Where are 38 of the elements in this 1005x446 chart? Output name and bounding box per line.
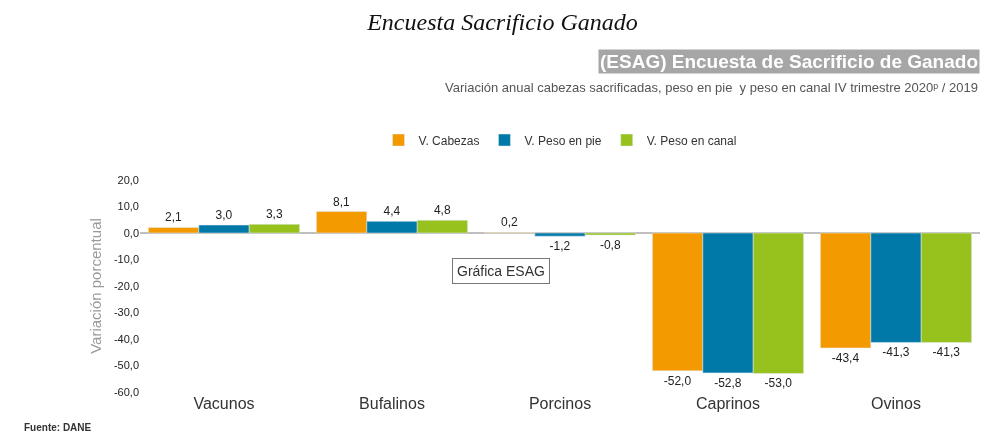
y-axis-title: Variación porcentual: [87, 218, 105, 354]
y-tick-label: 0,0: [123, 226, 139, 239]
y-tick-label: 20,0: [117, 173, 139, 186]
legend-label: V. Peso en pie: [524, 133, 602, 148]
data-label: -1,2: [549, 239, 571, 254]
data-label: -41,3: [932, 345, 961, 360]
data-label: -43,4: [831, 351, 860, 366]
y-tick-label: -10,0: [113, 253, 139, 266]
y-tick-label: -50,0: [113, 359, 139, 372]
data-label: 8,1: [333, 194, 351, 209]
text: Variación anual cabezas sacrificadas, peso en pie y peso en canal IV trimestre 2020ᵖ / 2019: [445, 80, 978, 95]
y-tick-label: -40,0: [113, 332, 139, 345]
data-label: 4,8: [433, 203, 451, 218]
data-label: -41,3: [882, 345, 910, 360]
data-label: 3,0: [215, 208, 233, 223]
legend-label: V. Cabezas: [418, 133, 480, 148]
data-label: -52,0: [663, 373, 692, 388]
chart-title: Encuesta Sacrificio Ganado: [366, 9, 638, 36]
data-label: 2,1: [165, 210, 183, 225]
x-tick-label: Bufalinos: [359, 395, 425, 412]
data-label: -52,8: [714, 375, 742, 390]
x-tick-label: Vacunos: [193, 395, 255, 412]
chart-subtitle: (ESAG) Encuesta de Sacrificio de Ganado: [600, 51, 978, 72]
annotation: Gráfica ESAG: [457, 263, 545, 279]
source-note: Fuente: DANE: [24, 422, 92, 433]
y-tick-label: -20,0: [113, 279, 139, 292]
x-tick-label: Ovinos: [871, 395, 921, 412]
x-tick-label: Caprinos: [695, 395, 761, 412]
legend-label: V. Peso en canal: [646, 133, 737, 148]
data-label: -53,0: [764, 376, 793, 391]
y-tick-label: -30,0: [113, 306, 139, 319]
data-label: 4,4: [383, 204, 401, 219]
data-label: 3,3: [265, 207, 283, 222]
data-label: -0,8: [599, 238, 621, 253]
y-tick-label: -60,0: [113, 385, 139, 398]
data-label: 0,2: [501, 215, 519, 230]
y-tick-label: 10,0: [117, 200, 139, 213]
x-tick-label: Porcinos: [528, 395, 592, 412]
